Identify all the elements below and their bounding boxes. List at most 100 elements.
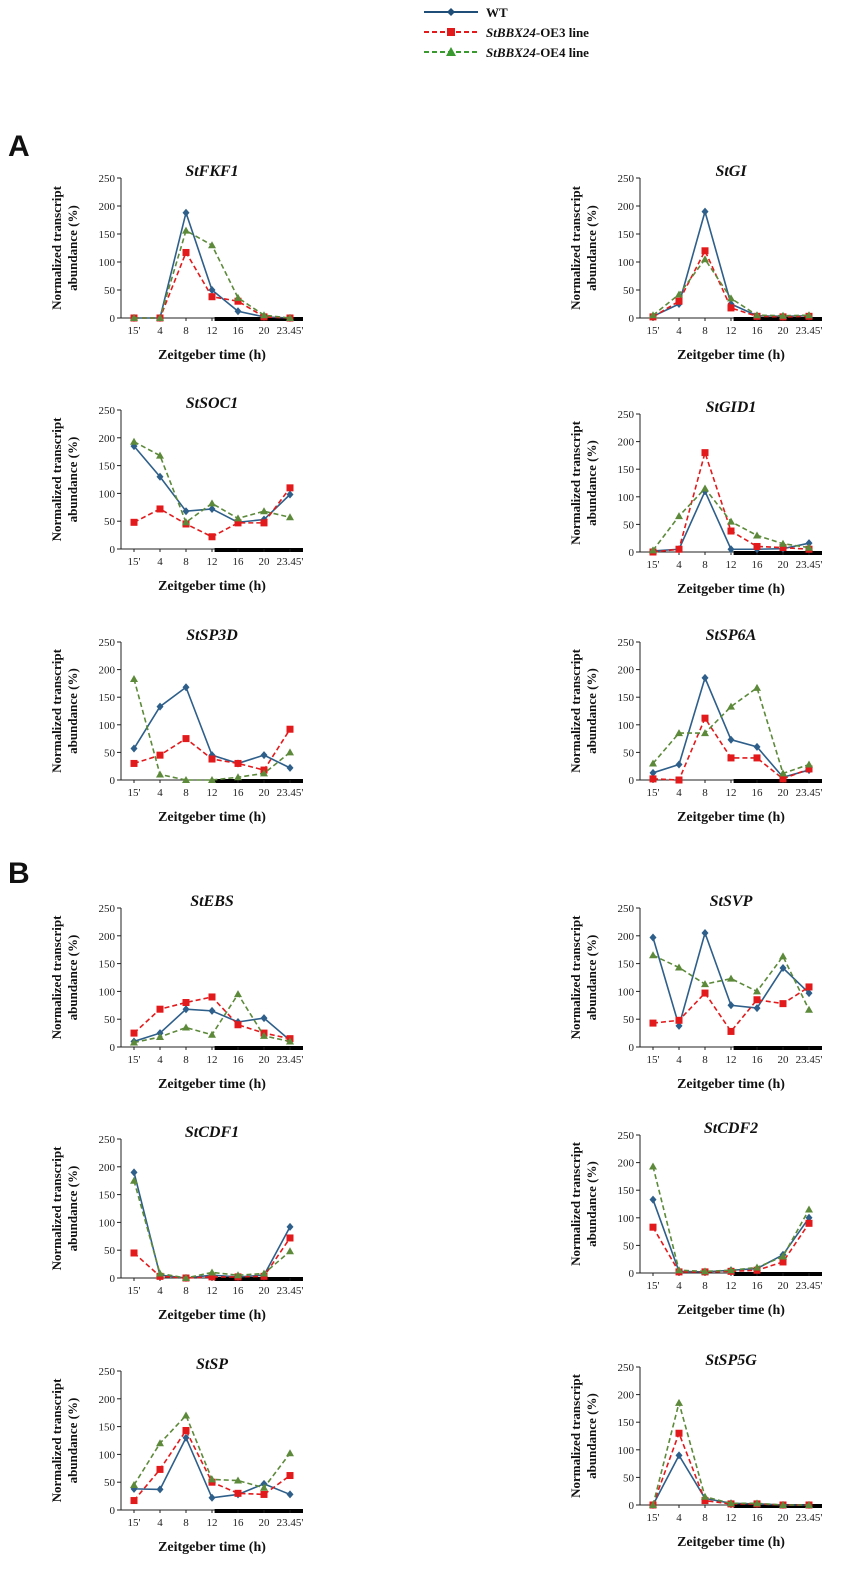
series-oe3 <box>649 1429 813 1509</box>
y-tick-label: 200 <box>618 201 635 213</box>
series-wt <box>130 208 294 322</box>
data-point-oe4 <box>727 517 735 525</box>
y-tick-label: 0 <box>629 1042 635 1054</box>
data-point-wt <box>649 933 657 942</box>
data-point-oe4 <box>753 987 761 995</box>
data-point-oe4 <box>779 1501 787 1508</box>
series-wt <box>649 673 813 782</box>
x-tick-label: 4 <box>676 787 682 799</box>
x-tick-label: 4 <box>157 1054 163 1066</box>
x-tick-label: 23.45' <box>796 1512 823 1524</box>
x-tick-label: 16 <box>233 1517 245 1529</box>
data-point-oe4 <box>234 773 242 781</box>
data-point-oe4 <box>234 514 242 522</box>
series-line-wt <box>652 1453 809 1506</box>
y-axis-title: Normalized transcript <box>568 185 583 310</box>
data-point-wt <box>649 1195 657 1204</box>
data-point-oe4 <box>805 1205 813 1213</box>
y-tick-label: 200 <box>99 1162 116 1174</box>
y-axis-title: abundance (%) <box>65 935 80 1021</box>
data-point-wt <box>182 507 190 516</box>
data-point-oe3 <box>805 1219 813 1227</box>
data-point-oe4 <box>182 1411 190 1419</box>
x-tick-label: 20 <box>259 1517 271 1529</box>
y-tick-label: 50 <box>623 1014 635 1026</box>
series-oe3 <box>130 248 294 322</box>
x-tick-label: 15' <box>128 325 141 337</box>
data-point-oe3 <box>234 297 242 305</box>
series-line-oe3 <box>652 716 810 781</box>
data-point-wt <box>182 208 190 217</box>
data-point-oe4 <box>130 314 138 321</box>
data-point-oe4 <box>208 499 216 507</box>
dark-period-bar <box>733 1272 822 1276</box>
data-point-oe4 <box>675 290 683 298</box>
data-point-wt <box>130 1168 138 1177</box>
data-point-oe3 <box>286 725 294 733</box>
y-tick-label: 150 <box>99 1422 116 1434</box>
data-point-oe4 <box>234 293 242 301</box>
data-point-wt <box>286 1490 294 1499</box>
y-tick-label: 200 <box>618 931 635 943</box>
chart-title: StFKF1 <box>185 163 238 180</box>
x-tick-label: 16 <box>752 1512 764 1524</box>
x-tick-label: 8 <box>702 1054 708 1066</box>
legend-label-wt: WT <box>486 5 508 20</box>
y-axis-title: Normalized transcript <box>49 648 64 773</box>
data-point-oe4 <box>286 1449 294 1457</box>
data-point-oe4 <box>130 1480 138 1488</box>
data-point-oe3 <box>260 1490 268 1498</box>
x-tick-label: 8 <box>702 1512 708 1524</box>
x-tick-label: 4 <box>157 1285 163 1297</box>
data-point-oe4 <box>753 1263 761 1271</box>
data-point-wt <box>208 1493 216 1502</box>
data-point-wt <box>286 763 294 772</box>
data-point-oe4 <box>649 759 657 767</box>
x-tick-label: 23.45' <box>796 1054 823 1066</box>
x-tick-label: 12 <box>207 556 218 568</box>
x-tick-label: 12 <box>207 325 218 337</box>
chart-title: StGID1 <box>706 399 757 416</box>
x-tick-label: 16 <box>752 787 764 799</box>
y-tick-label: 0 <box>110 1042 116 1054</box>
y-tick-label: 50 <box>623 747 635 759</box>
x-axis-title: Zeitgeber time (h) <box>158 579 266 594</box>
data-point-oe3 <box>675 1016 683 1024</box>
x-tick-label: 20 <box>778 1054 790 1066</box>
y-axis-title: abundance (%) <box>584 440 599 526</box>
data-point-oe3 <box>234 1489 242 1497</box>
y-tick-label: 200 <box>99 201 116 213</box>
data-point-oe3 <box>779 775 787 783</box>
series-oe3 <box>649 714 813 784</box>
x-tick-label: 8 <box>702 325 708 337</box>
x-tick-label: 16 <box>233 1285 245 1297</box>
y-axis-title: Normalized transcript <box>568 1141 583 1266</box>
data-point-oe3 <box>701 247 709 255</box>
y-tick-label: 50 <box>623 285 635 297</box>
data-point-oe3 <box>805 983 813 991</box>
data-point-oe4 <box>701 1492 709 1500</box>
data-point-wt <box>208 1006 216 1015</box>
y-tick-label: 0 <box>629 1500 635 1512</box>
data-point-oe4 <box>727 974 735 982</box>
y-tick-label: 250 <box>99 405 116 417</box>
y-tick-label: 150 <box>618 464 635 476</box>
data-point-oe3 <box>753 754 761 762</box>
x-tick-label: 20 <box>259 1285 271 1297</box>
data-point-oe3 <box>156 1005 164 1013</box>
x-tick-label: 12 <box>207 1517 218 1529</box>
y-tick-label: 100 <box>99 257 116 269</box>
data-point-wt <box>234 307 242 316</box>
data-point-oe4 <box>208 1475 216 1483</box>
legend-label-oe3: StBBX24-OE3 line <box>486 25 589 40</box>
y-tick-label: 250 <box>618 1362 635 1374</box>
data-point-oe4 <box>156 314 164 321</box>
data-point-oe4 <box>779 769 787 777</box>
data-point-oe4 <box>649 951 657 959</box>
dark-period-bar <box>733 1504 822 1508</box>
data-point-oe4 <box>182 518 190 526</box>
y-tick-label: 100 <box>99 986 116 998</box>
x-tick-label: 23.45' <box>796 787 823 799</box>
data-point-oe3 <box>286 484 294 492</box>
data-point-oe4 <box>286 513 294 521</box>
